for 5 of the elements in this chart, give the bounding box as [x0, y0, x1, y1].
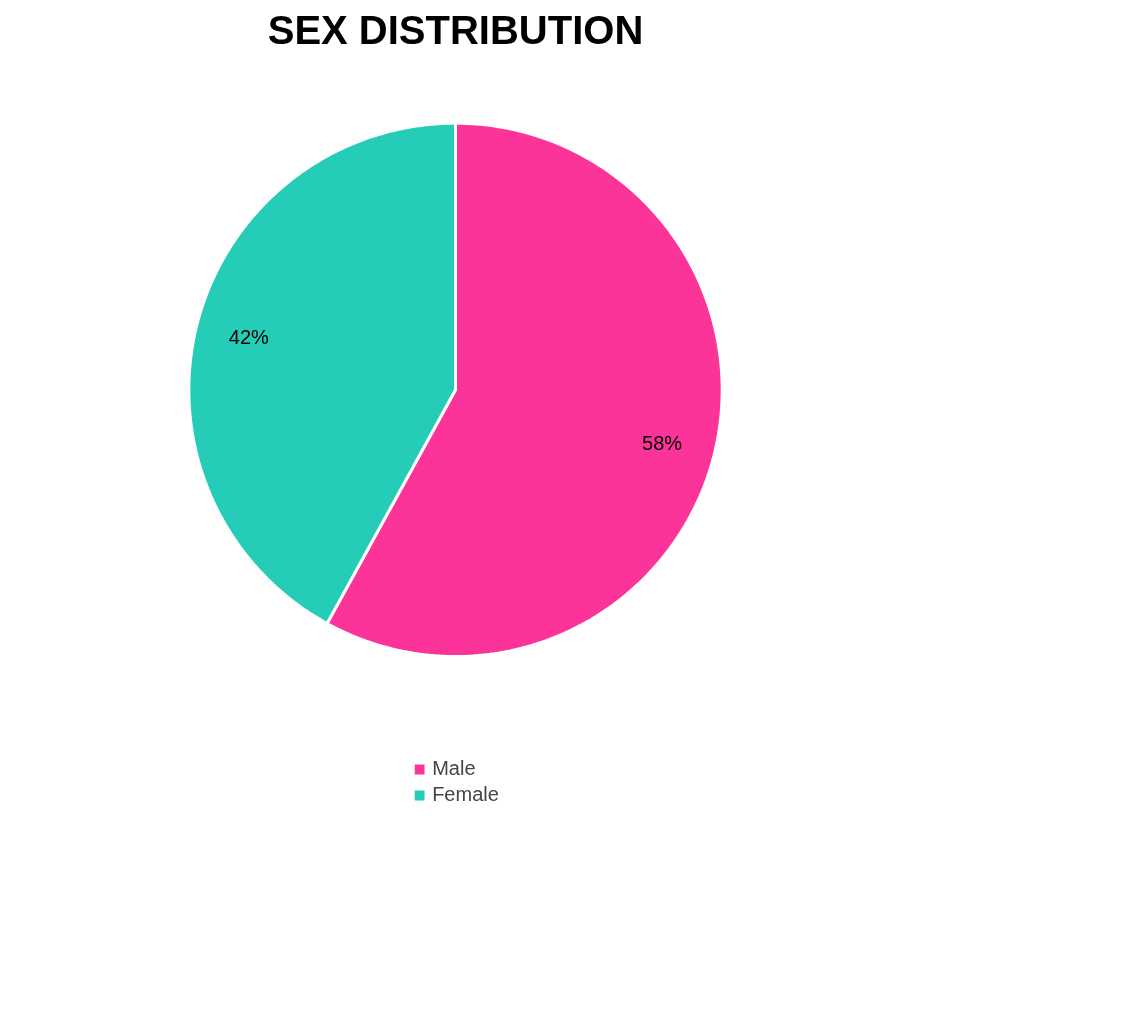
- legend-label: Female: [432, 783, 499, 806]
- legend-label: Male: [432, 757, 476, 780]
- chart-title: SEX DISTRIBUTION: [267, 7, 644, 52]
- data-label: 42%: [228, 325, 270, 348]
- data-label: 58%: [642, 431, 683, 454]
